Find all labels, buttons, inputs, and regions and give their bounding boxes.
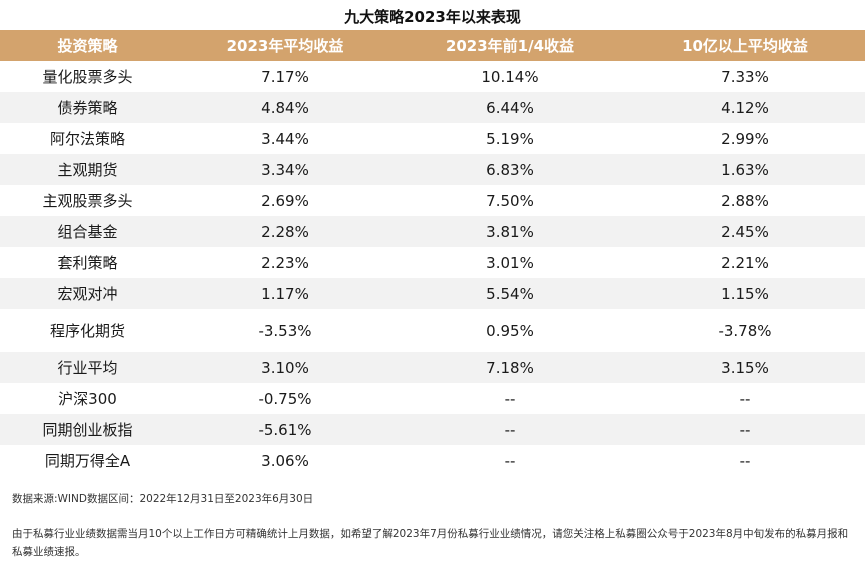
header-strategy: 投资策略 bbox=[57, 37, 118, 55]
cell-avg-return: 3.34% bbox=[261, 160, 309, 179]
cell-strategy: 同期万得全A bbox=[44, 452, 131, 470]
table-row: 同期万得全A 3.06% -- -- bbox=[0, 445, 865, 476]
header-2023-top-quarter-return: 2023年前1/4收益 bbox=[445, 37, 575, 55]
table-row: 宏观对冲 1.17% 5.54% 1.15% bbox=[0, 278, 865, 309]
cell-over-1b-return: 2.45% bbox=[721, 222, 769, 241]
footnote: 由于私募行业业绩数据需当月10个以上工作日方可精确统计上月数据，如希望了解202… bbox=[12, 528, 849, 558]
table-row: 同期创业板指 -5.61% -- -- bbox=[0, 414, 865, 445]
cell-top-quarter-return: 7.50% bbox=[486, 191, 534, 210]
cell-strategy: 同期创业板指 bbox=[42, 421, 133, 439]
cell-over-1b-return: 4.12% bbox=[721, 98, 769, 117]
cell-over-1b-return: -3.78% bbox=[718, 321, 772, 340]
table-row: 主观期货 3.34% 6.83% 1.63% bbox=[0, 154, 865, 185]
cell-top-quarter-return: -- bbox=[504, 389, 516, 408]
cell-top-quarter-return: 6.83% bbox=[486, 160, 534, 179]
cell-top-quarter-return: -- bbox=[504, 420, 516, 439]
cell-strategy: 程序化期货 bbox=[49, 322, 125, 340]
cell-avg-return: 3.10% bbox=[261, 358, 309, 377]
table-row: 量化股票多头 7.17% 10.14% 7.33% bbox=[0, 61, 865, 92]
cell-over-1b-return: -- bbox=[739, 420, 751, 439]
cell-over-1b-return: 1.15% bbox=[721, 284, 769, 303]
table-title: 九大策略2023年以来表现 bbox=[344, 8, 521, 26]
cell-top-quarter-return: 5.54% bbox=[486, 284, 534, 303]
cell-over-1b-return: 2.88% bbox=[721, 191, 769, 210]
cell-avg-return: 4.84% bbox=[261, 98, 309, 117]
cell-over-1b-return: 7.33% bbox=[721, 67, 769, 86]
source-note: 数据来源:WIND数据区间：2022年12月31日至2023年6月30日 bbox=[12, 493, 314, 505]
cell-top-quarter-return: 10.14% bbox=[481, 67, 539, 86]
cell-avg-return: 3.44% bbox=[261, 129, 309, 148]
cell-strategy: 债券策略 bbox=[57, 99, 118, 117]
cell-strategy: 宏观对冲 bbox=[57, 285, 118, 303]
cell-over-1b-return: 2.99% bbox=[721, 129, 769, 148]
cell-strategy: 量化股票多头 bbox=[42, 68, 133, 86]
table-row: 债券策略 4.84% 6.44% 4.12% bbox=[0, 92, 865, 123]
strategy-performance-table: 投资策略 2023年平均收益 2023年前1/4收益 10亿以上平均收益 量化股… bbox=[0, 30, 865, 476]
cell-avg-return: -5.61% bbox=[258, 420, 312, 439]
table-row: 组合基金 2.28% 3.81% 2.45% bbox=[0, 216, 865, 247]
cell-strategy: 组合基金 bbox=[57, 223, 118, 241]
cell-strategy: 主观股票多头 bbox=[42, 192, 133, 210]
cell-avg-return: 1.17% bbox=[261, 284, 309, 303]
table-row: 套利策略 2.23% 3.01% 2.21% bbox=[0, 247, 865, 278]
cell-strategy: 行业平均 bbox=[57, 359, 118, 377]
cell-strategy: 套利策略 bbox=[57, 254, 118, 272]
cell-avg-return: -3.53% bbox=[258, 321, 312, 340]
cell-top-quarter-return: 3.81% bbox=[486, 222, 534, 241]
cell-over-1b-return: 3.15% bbox=[721, 358, 769, 377]
header-2023-avg-return: 2023年平均收益 bbox=[226, 37, 344, 55]
cell-avg-return: 3.06% bbox=[261, 451, 309, 470]
table-row: 阿尔法策略 3.44% 5.19% 2.99% bbox=[0, 123, 865, 154]
cell-top-quarter-return: 0.95% bbox=[486, 321, 534, 340]
cell-avg-return: 2.69% bbox=[261, 191, 309, 210]
cell-avg-return: 2.23% bbox=[261, 253, 309, 272]
cell-over-1b-return: -- bbox=[739, 389, 751, 408]
header-over-1b-avg-return: 10亿以上平均收益 bbox=[682, 37, 808, 55]
cell-top-quarter-return: 3.01% bbox=[486, 253, 534, 272]
cell-strategy: 沪深300 bbox=[58, 390, 117, 408]
cell-strategy: 阿尔法策略 bbox=[49, 130, 125, 148]
cell-avg-return: 7.17% bbox=[261, 67, 309, 86]
table-row: 主观股票多头 2.69% 7.50% 2.88% bbox=[0, 185, 865, 216]
table-row: 行业平均 3.10% 7.18% 3.15% bbox=[0, 352, 865, 383]
cell-top-quarter-return: 6.44% bbox=[486, 98, 534, 117]
cell-top-quarter-return: 7.18% bbox=[486, 358, 534, 377]
cell-top-quarter-return: 5.19% bbox=[486, 129, 534, 148]
table-row: 程序化期货 -3.53% 0.95% -3.78% bbox=[0, 309, 865, 352]
cell-over-1b-return: 1.63% bbox=[721, 160, 769, 179]
cell-over-1b-return: 2.21% bbox=[721, 253, 769, 272]
table-header-row: 投资策略 2023年平均收益 2023年前1/4收益 10亿以上平均收益 bbox=[0, 30, 865, 61]
cell-avg-return: 2.28% bbox=[261, 222, 309, 241]
cell-strategy: 主观期货 bbox=[57, 161, 118, 179]
cell-over-1b-return: -- bbox=[739, 451, 751, 470]
cell-avg-return: -0.75% bbox=[258, 389, 312, 408]
cell-top-quarter-return: -- bbox=[504, 451, 516, 470]
table-row: 沪深300 -0.75% -- -- bbox=[0, 383, 865, 414]
